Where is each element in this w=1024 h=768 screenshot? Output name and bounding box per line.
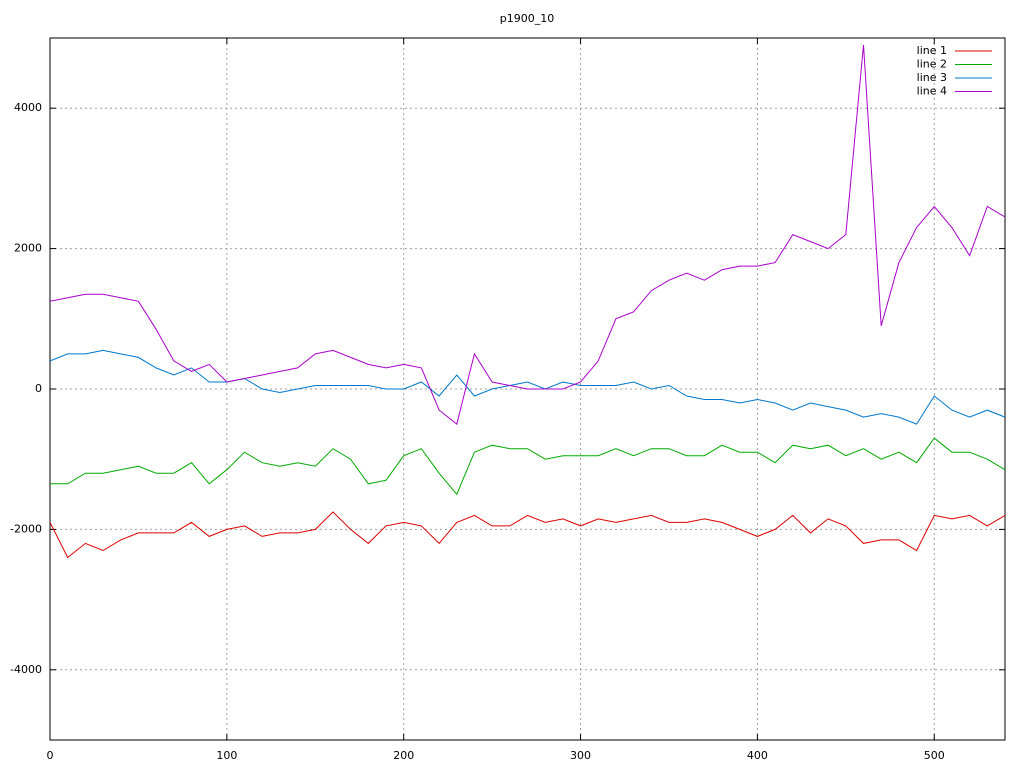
data-line xyxy=(50,44,1005,425)
legend-label: line 2 xyxy=(917,58,947,71)
x-tick-label: 400 xyxy=(747,749,768,762)
y-tick-label: -4000 xyxy=(10,663,42,676)
y-tick-label: 0 xyxy=(35,382,42,395)
x-tick-label: 500 xyxy=(924,749,945,762)
legend-label: line 4 xyxy=(917,85,947,98)
y-tick-label: -2000 xyxy=(10,522,42,535)
legend-label: line 1 xyxy=(917,44,947,57)
x-tick-label: 0 xyxy=(47,749,54,762)
chart-title: p1900_10 xyxy=(500,12,554,25)
data-line xyxy=(50,511,1005,559)
legend-label: line 3 xyxy=(917,71,947,84)
x-tick-label: 300 xyxy=(570,749,591,762)
x-tick-label: 200 xyxy=(393,749,414,762)
y-tick-label: 2000 xyxy=(14,242,42,255)
plot-frame xyxy=(49,37,1006,741)
x-tick-label: 100 xyxy=(216,749,237,762)
data-line xyxy=(50,437,1005,496)
y-tick-label: 4000 xyxy=(14,101,42,114)
data-line xyxy=(50,349,1005,425)
